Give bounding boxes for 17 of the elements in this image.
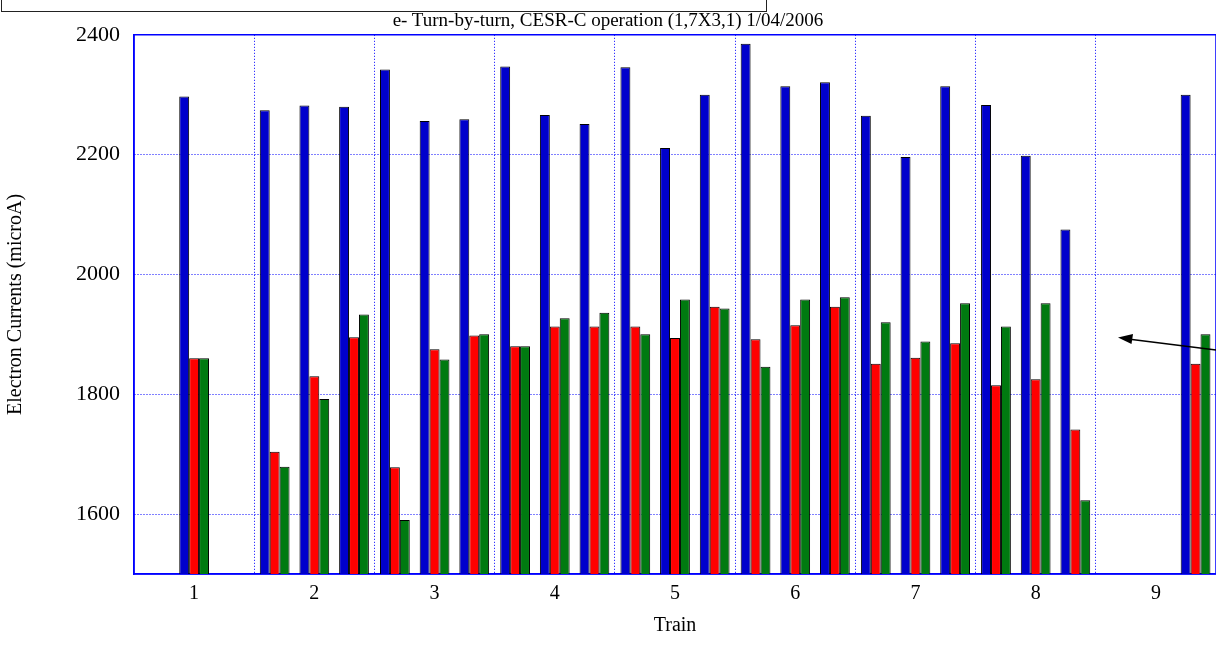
x-tick-label: 2 <box>309 581 320 604</box>
x-tick-label: 1 <box>189 581 200 604</box>
y-tick-label: 2200 <box>76 140 120 166</box>
x-tick-label: 9 <box>1150 581 1161 604</box>
x-tick-label: 8 <box>1030 581 1041 604</box>
x-axis-title: Train <box>653 613 697 636</box>
y-tick-label: 2000 <box>76 260 120 286</box>
x-tick-label: 4 <box>549 581 560 604</box>
y-tick-label: 1800 <box>76 380 120 406</box>
y-tick-label: 2400 <box>76 20 120 46</box>
chart-title: e- Turn-by-turn, CESR-C operation (1,7X3,1) 1/04/2006 <box>392 9 824 32</box>
y-axis-title: Electron Currents (microA) <box>3 193 27 415</box>
y-tick-label: 1600 <box>76 499 120 525</box>
x-tick-label: 7 <box>910 581 921 604</box>
x-tick-label: 6 <box>790 581 801 604</box>
x-tick-label: 5 <box>670 581 680 604</box>
x-tick-label: 3 <box>429 581 440 604</box>
